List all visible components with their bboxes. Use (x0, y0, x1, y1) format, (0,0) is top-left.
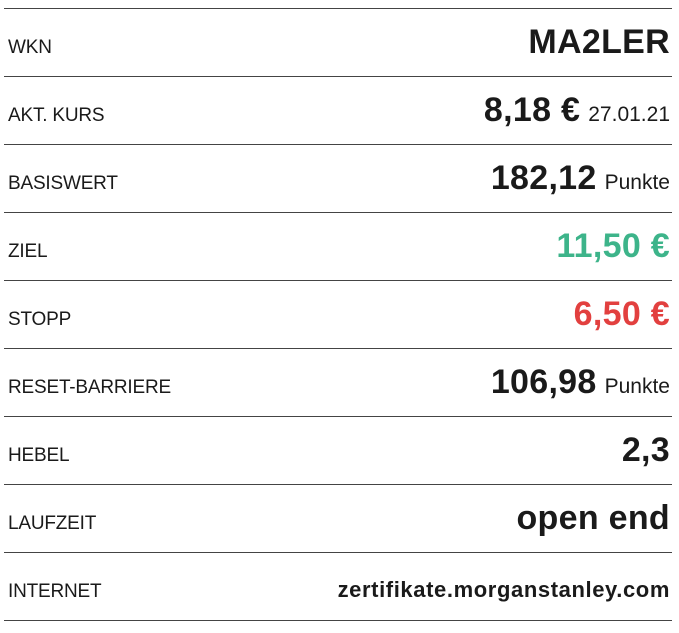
value-leverage: 2,3 (621, 431, 670, 469)
underlying-unit: Punkte (604, 171, 670, 194)
value-stop: 6,50 € (573, 295, 670, 333)
row-leverage: HEBEL 2,3 (4, 417, 672, 485)
row-term: LAUFZEIT open end (4, 485, 672, 553)
row-current-price: AKT. KURS 8,18 € 27.01.21 (4, 77, 672, 145)
value-wkn: MA2LER (528, 23, 670, 61)
value-target: 11,50 € (556, 227, 670, 265)
label-current-price: AKT. KURS (8, 104, 105, 126)
website-link[interactable]: zertifikate.morganstanley.com (337, 576, 670, 602)
row-reset-barrier: RESET-BARRIERE 106,98 Punkte (4, 349, 672, 417)
value-underlying: 182,12 (490, 159, 597, 197)
row-wkn: WKN MA2LER (4, 9, 672, 77)
row-underlying: BASISWERT 182,12 Punkte (4, 145, 672, 213)
label-stop: STOPP (8, 308, 72, 330)
value-current-price: 8,18 € (483, 91, 581, 129)
label-wkn: WKN (8, 36, 52, 58)
row-internet: INTERNET zertifikate.morganstanley.com (4, 553, 672, 621)
label-reset-barrier: RESET-BARRIERE (8, 376, 171, 398)
label-term: LAUFZEIT (8, 512, 97, 534)
label-target: ZIEL (8, 240, 48, 262)
row-target: ZIEL 11,50 € (4, 213, 672, 281)
value-term: open end (516, 499, 670, 537)
price-date: 27.01.21 (588, 103, 670, 126)
label-internet: INTERNET (8, 580, 102, 602)
product-info-table: WKN MA2LER AKT. KURS 8,18 € 27.01.21 BASI… (4, 8, 672, 621)
value-reset-barrier: 106,98 (490, 363, 597, 401)
reset-barrier-unit: Punkte (604, 375, 670, 398)
row-stop: STOPP 6,50 € (4, 281, 672, 349)
label-underlying: BASISWERT (8, 172, 118, 194)
label-leverage: HEBEL (8, 444, 70, 466)
